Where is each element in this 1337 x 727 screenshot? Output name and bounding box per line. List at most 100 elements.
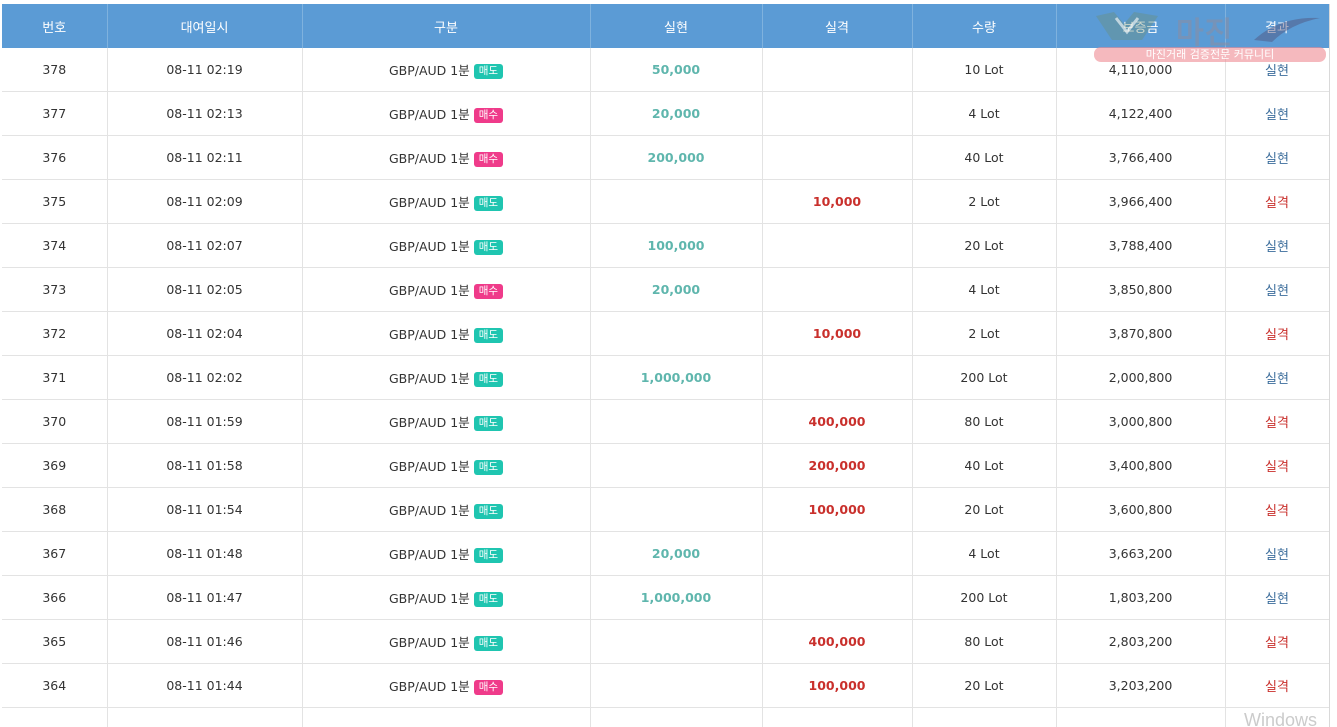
table-row[interactable]: 367 08-11 01:48 GBP/AUD 1분 매도 20,000 4 Lot 3,6… — [2, 531, 1329, 576]
table-row[interactable]: 364 08-11 01:44 GBP/AUD 1분 매수 100,000 20 Lot 3… — [2, 663, 1329, 708]
cell-quantity: 2 Lot — [912, 179, 1057, 224]
table-row[interactable]: 369 08-11 01:58 GBP/AUD 1분 매도 200,000 40 Lot 3… — [2, 443, 1329, 488]
cell-datetime-value: 08-11 01:59 — [166, 414, 243, 429]
header-deposit[interactable]: 보증금 — [1056, 4, 1226, 48]
cell-number-value: 374 — [42, 238, 67, 253]
table-row[interactable]: 374 08-11 02:07 GBP/AUD 1분 매도 100,000 20 Lot 3… — [2, 223, 1329, 268]
cell-result-value: 실격 — [1265, 460, 1289, 475]
cell-deposit: 3,870,800 — [1056, 311, 1226, 356]
cell-datetime-value: 08-11 01:47 — [166, 590, 243, 605]
header-quantity[interactable]: 수량 — [912, 4, 1057, 48]
cell-datetime: 08-11 02:13 — [107, 91, 303, 136]
cell-quantity-value: 200 Lot — [960, 590, 1008, 605]
cell-number-value: 378 — [42, 62, 67, 77]
cell-deposit-value: 3,870,800 — [1108, 326, 1173, 341]
cell-loss-value: 100,000 — [808, 678, 866, 693]
cell-profit: 20,000 — [590, 91, 763, 136]
cell-category: GBP/AUD 1분 매수 — [302, 267, 591, 312]
table-row[interactable]: 376 08-11 02:11 GBP/AUD 1분 매수 200,000 40 Lot 3… — [2, 135, 1329, 180]
cell-result: 실현 — [1225, 267, 1329, 312]
cell-deposit: 2,000,800 — [1056, 355, 1226, 400]
table-row-partial — [2, 707, 1329, 727]
cell-number-value: 371 — [42, 370, 67, 385]
cell-deposit-value: 3,766,400 — [1108, 150, 1173, 165]
cell-datetime-value: 08-11 01:44 — [166, 678, 243, 693]
cell-quantity-value: 80 Lot — [964, 414, 1004, 429]
cell-loss: 400,000 — [762, 619, 913, 664]
table-row[interactable]: 365 08-11 01:46 GBP/AUD 1분 매도 400,000 80 Lot 2… — [2, 619, 1329, 664]
cell-quantity-value: 20 Lot — [964, 678, 1004, 693]
table-row[interactable]: 373 08-11 02:05 GBP/AUD 1분 매수 20,000 4 Lot 3,8… — [2, 267, 1329, 312]
cell-datetime: 08-11 01:44 — [107, 663, 303, 708]
cell-datetime-value: 08-11 02:07 — [166, 238, 243, 253]
currency-pair-label: GBP/AUD 1분 — [388, 283, 470, 298]
table-row[interactable]: 377 08-11 02:13 GBP/AUD 1분 매수 20,000 4 Lot 4,1… — [2, 91, 1329, 136]
cell-number-value: 368 — [42, 502, 67, 517]
cell-loss: 10,000 — [762, 311, 913, 356]
cell-result: 실현 — [1225, 48, 1329, 92]
cell-empty — [302, 707, 591, 727]
header-result[interactable]: 결과 — [1225, 4, 1329, 48]
cell-datetime-value: 08-11 02:04 — [166, 326, 243, 341]
cell-profit-value: 1,000,000 — [640, 590, 712, 605]
cell-loss: 200,000 — [762, 443, 913, 488]
cell-loss-value: 200,000 — [808, 458, 866, 473]
cell-profit — [590, 399, 763, 444]
table-row[interactable]: 371 08-11 02:02 GBP/AUD 1분 매도 1,000,000 200 L… — [2, 355, 1329, 400]
cell-deposit-value: 3,663,200 — [1108, 546, 1173, 561]
currency-pair-label: GBP/AUD 1분 — [388, 195, 470, 210]
sell-badge: 매도 — [473, 372, 504, 387]
cell-quantity: 20 Lot — [912, 223, 1057, 268]
header-profit[interactable]: 실현 — [590, 4, 763, 48]
cell-category: GBP/AUD 1분 매도 — [302, 311, 591, 356]
cell-loss: 10,000 — [762, 179, 913, 224]
cell-datetime: 08-11 01:58 — [107, 443, 303, 488]
buy-badge: 매수 — [473, 284, 504, 299]
cell-deposit: 3,766,400 — [1056, 135, 1226, 180]
cell-category: GBP/AUD 1분 매수 — [302, 663, 591, 708]
table-row[interactable]: 370 08-11 01:59 GBP/AUD 1분 매도 400,000 80 Lot 3… — [2, 399, 1329, 444]
table-row[interactable]: 372 08-11 02:04 GBP/AUD 1분 매도 10,000 2 Lot 3,8… — [2, 311, 1329, 356]
currency-pair-label: GBP/AUD 1분 — [388, 635, 470, 650]
cell-empty — [762, 707, 913, 727]
cell-result: 실격 — [1225, 311, 1329, 356]
table-row[interactable]: 375 08-11 02:09 GBP/AUD 1분 매도 10,000 2 Lot 3,9… — [2, 179, 1329, 224]
header-loss[interactable]: 실격 — [762, 4, 913, 48]
header-number[interactable]: 번호 — [2, 4, 108, 48]
cell-datetime-value: 08-11 02:13 — [166, 106, 243, 121]
cell-profit-value: 20,000 — [651, 106, 701, 121]
cell-result-value: 실격 — [1265, 680, 1289, 695]
table-row[interactable]: 366 08-11 01:47 GBP/AUD 1분 매도 1,000,000 200 L… — [2, 575, 1329, 620]
cell-number: 364 — [2, 663, 108, 708]
currency-pair-label: GBP/AUD 1분 — [388, 151, 470, 166]
cell-datetime: 08-11 01:47 — [107, 575, 303, 620]
cell-datetime-value: 08-11 01:46 — [166, 634, 243, 649]
cell-number-value: 377 — [42, 106, 67, 121]
trade-history-table: 번호 대여일시 구분 실현 실격 수량 보증금 결과 378 08-11 02:1… — [2, 4, 1329, 727]
cell-result: 실현 — [1225, 91, 1329, 136]
cell-loss-value: 10,000 — [812, 326, 862, 341]
cell-deposit: 3,663,200 — [1056, 531, 1226, 576]
header-category[interactable]: 구분 — [302, 4, 591, 48]
cell-category: GBP/AUD 1분 매도 — [302, 399, 591, 444]
cell-datetime-value: 08-11 01:58 — [166, 458, 243, 473]
cell-profit-value: 50,000 — [651, 62, 701, 77]
cell-profit: 100,000 — [590, 223, 763, 268]
cell-quantity-value: 40 Lot — [964, 150, 1004, 165]
cell-deposit: 3,400,800 — [1056, 443, 1226, 488]
currency-pair-label: GBP/AUD 1분 — [388, 679, 470, 694]
cell-datetime: 08-11 02:11 — [107, 135, 303, 180]
cell-profit — [590, 443, 763, 488]
cell-category: GBP/AUD 1분 매도 — [302, 487, 591, 532]
cell-deposit: 1,803,200 — [1056, 575, 1226, 620]
cell-profit: 20,000 — [590, 267, 763, 312]
table-row[interactable]: 368 08-11 01:54 GBP/AUD 1분 매도 100,000 20 Lot 3… — [2, 487, 1329, 532]
cell-number-value: 366 — [42, 590, 67, 605]
cell-deposit: 4,110,000 — [1056, 48, 1226, 92]
table-row[interactable]: 378 08-11 02:19 GBP/AUD 1분 매도 50,000 10 Lot 4,… — [2, 48, 1329, 92]
cell-result: 실격 — [1225, 443, 1329, 488]
cell-datetime-value: 08-11 02:05 — [166, 282, 243, 297]
header-rental-datetime[interactable]: 대여일시 — [107, 4, 303, 48]
cell-result-value: 실현 — [1265, 108, 1289, 123]
cell-datetime-value: 08-11 01:48 — [166, 546, 243, 561]
